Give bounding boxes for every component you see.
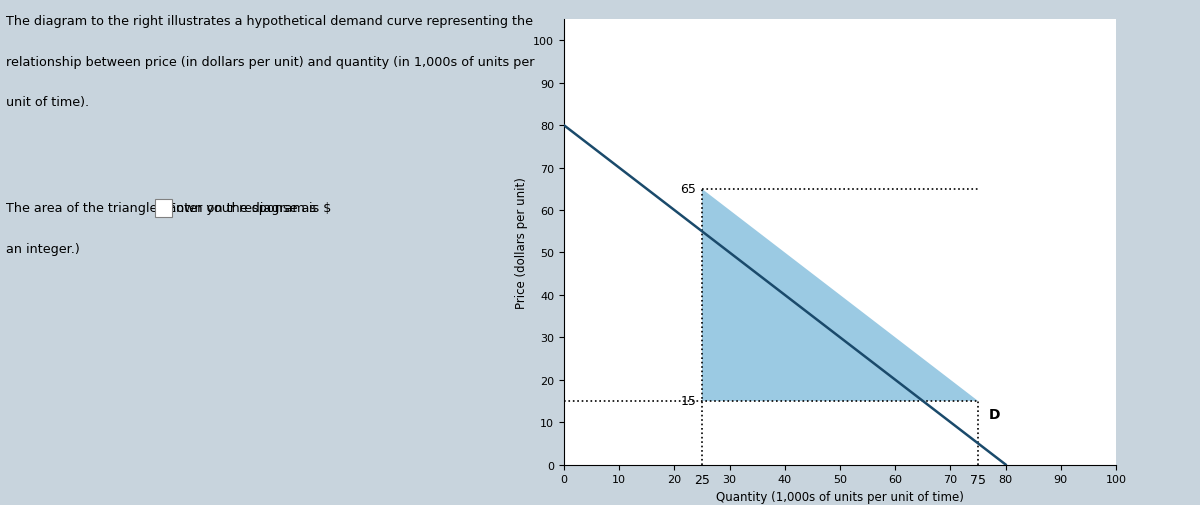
Text: unit of time).: unit of time).	[6, 96, 89, 109]
Text: 65: 65	[680, 183, 696, 196]
Text: an integer.): an integer.)	[6, 242, 79, 256]
Text: . (Enter your response as: . (Enter your response as	[155, 202, 316, 215]
Text: relationship between price (in dollars per unit) and quantity (in 1,000s of unit: relationship between price (in dollars p…	[6, 56, 534, 69]
X-axis label: Quantity (1,000s of units per unit of time): Quantity (1,000s of units per unit of ti…	[716, 490, 964, 503]
Text: 75: 75	[970, 473, 986, 486]
Text: The area of the triangle shown on the diagram is $: The area of the triangle shown on the di…	[6, 202, 331, 215]
Polygon shape	[702, 189, 978, 401]
Text: The diagram to the right illustrates a hypothetical demand curve representing th: The diagram to the right illustrates a h…	[6, 15, 533, 28]
Y-axis label: Price (dollars per unit): Price (dollars per unit)	[515, 177, 528, 308]
Text: 15: 15	[680, 394, 696, 408]
Text: 25: 25	[694, 473, 710, 486]
Text: D: D	[989, 407, 1001, 421]
